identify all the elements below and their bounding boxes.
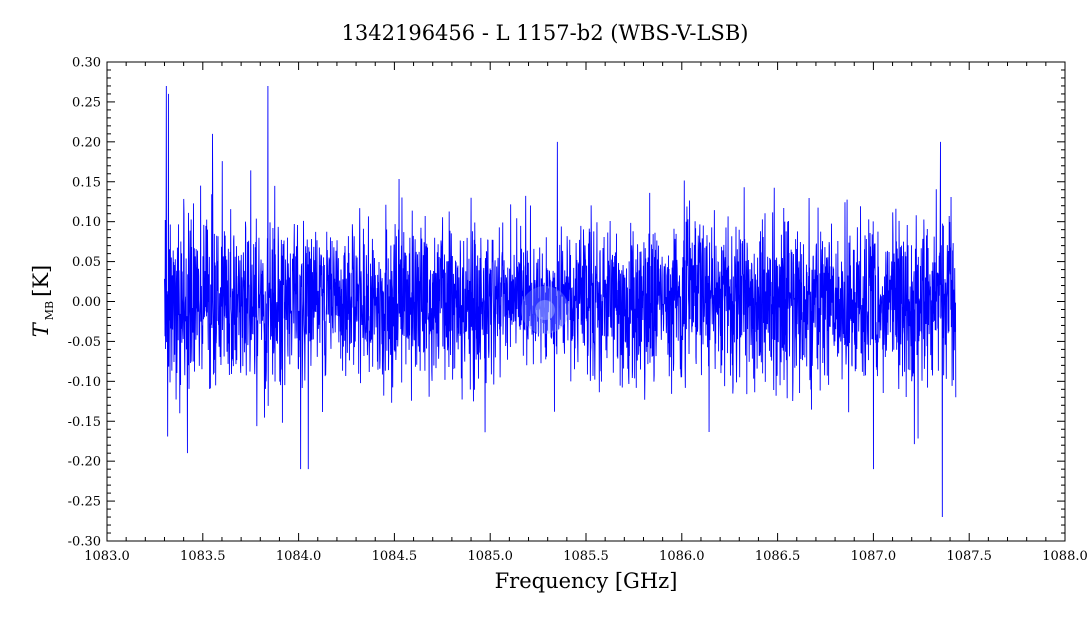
y-tick-label: 0.15 (72, 175, 101, 190)
y-axis-label-main: T (29, 321, 53, 337)
x-tick-label: 1086.5 (755, 549, 801, 564)
y-axis-label: TMB [K] (29, 265, 56, 337)
plot-area (106, 61, 1066, 542)
y-tick-label: 0.25 (72, 95, 101, 110)
x-tick-label: 1084.0 (276, 549, 322, 564)
x-axis-label: Frequency [GHz] (495, 569, 678, 593)
y-tick-label: 0.30 (72, 56, 101, 71)
x-tick-label: 1087.0 (851, 549, 897, 564)
y-tick-label: -0.25 (68, 495, 101, 510)
y-axis: 0.30 0.25 0.20 0.15 0.10 0.05 0.00 -0.05 -0.10 -0… (68, 56, 1065, 550)
y-tick-label: -0.05 (68, 335, 101, 350)
y-tick-label: -0.10 (68, 375, 101, 390)
series-line (164, 85, 957, 518)
x-tick-label: 1086.0 (659, 549, 705, 564)
y-tick-label: 0.05 (72, 255, 101, 270)
x-tick-label: 1085.0 (467, 549, 513, 564)
y-axis-label-sub: MB (43, 301, 56, 320)
y-tick-label: -0.15 (68, 415, 101, 430)
y-tick-label: 0.00 (72, 295, 101, 310)
y-tick-label: 0.10 (72, 215, 101, 230)
chart-title: 1342196456 - L 1157-b2 (WBS-V-LSB) (342, 21, 749, 45)
x-tick-label: 1083.5 (180, 549, 226, 564)
y-tick-label: -0.20 (68, 455, 101, 470)
highlight-marker-core (535, 300, 555, 320)
y-axis-label-group: TMB [K] (29, 265, 56, 337)
y-tick-label: -0.30 (68, 535, 101, 550)
x-tick-label: 1084.5 (372, 549, 418, 564)
series-group (164, 85, 957, 518)
x-tick-label: 1085.5 (563, 549, 609, 564)
y-axis-label-unit: [K] (29, 265, 53, 297)
y-tick-label: 0.20 (72, 135, 101, 150)
x-tick-label: 1087.5 (946, 549, 992, 564)
highlight-marker (521, 286, 569, 334)
x-axis: 1083.0 1083.5 1084.0 1084.5 1085.0 1085.5 1086… (84, 62, 1088, 564)
x-tick-label: 1083.0 (84, 549, 130, 564)
x-tick-label: 1088.0 (1042, 549, 1088, 564)
